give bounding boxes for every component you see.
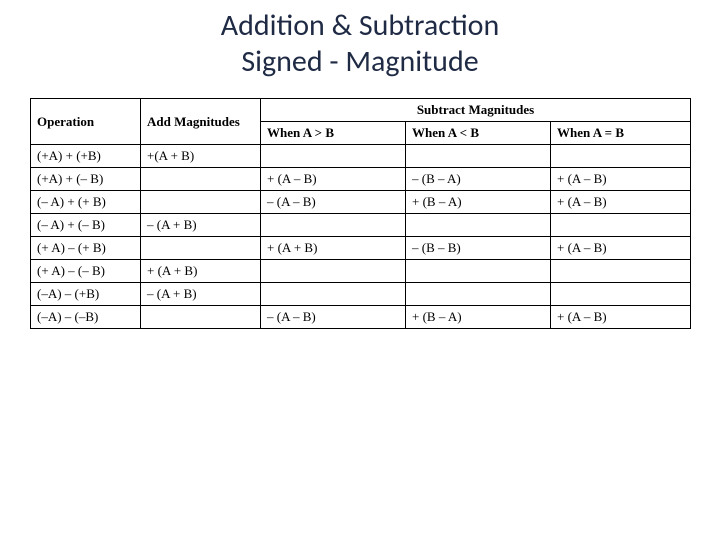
cell-op: (+ A) – (+ B) — [31, 237, 141, 260]
cell-eq: + (A – B) — [551, 168, 691, 191]
cell-eq: + (A – B) — [551, 306, 691, 329]
header-row-1: Operation Add Magnitudes Subtract Magnit… — [31, 99, 691, 122]
cell-eq: + (A – B) — [551, 191, 691, 214]
col-when-lt: When A < B — [406, 122, 551, 145]
table-body: (+A) + (+B) +(A + B) (+A) + (– B) + (A –… — [31, 145, 691, 329]
cell-eq — [551, 214, 691, 237]
cell-add — [141, 306, 261, 329]
cell-op: (–A) – (+B) — [31, 283, 141, 306]
cell-add: – (A + B) — [141, 283, 261, 306]
cell-lt — [406, 260, 551, 283]
cell-add: + (A + B) — [141, 260, 261, 283]
cell-gt: + (A + B) — [261, 237, 406, 260]
cell-eq — [551, 260, 691, 283]
signed-magnitude-table: Operation Add Magnitudes Subtract Magnit… — [30, 98, 691, 329]
table-row: (– A) + (– B) – (A + B) — [31, 214, 691, 237]
cell-add: – (A + B) — [141, 214, 261, 237]
cell-lt — [406, 214, 551, 237]
cell-op: (– A) + (+ B) — [31, 191, 141, 214]
col-when-gt: When A > B — [261, 122, 406, 145]
cell-gt: – (A – B) — [261, 191, 406, 214]
title-line-1: Addition & Subtraction — [0, 8, 720, 44]
cell-add: +(A + B) — [141, 145, 261, 168]
cell-add — [141, 191, 261, 214]
cell-eq — [551, 145, 691, 168]
table-row: (+ A) – (– B) + (A + B) — [31, 260, 691, 283]
table-row: (–A) – (–B) – (A – B) + (B – A) + (A – B… — [31, 306, 691, 329]
cell-op: (–A) – (–B) — [31, 306, 141, 329]
cell-lt: + (B – A) — [406, 306, 551, 329]
col-when-eq: When A = B — [551, 122, 691, 145]
cell-gt — [261, 214, 406, 237]
cell-lt: – (B – B) — [406, 237, 551, 260]
cell-lt: – (B – A) — [406, 168, 551, 191]
cell-op: (– A) + (– B) — [31, 214, 141, 237]
cell-gt — [261, 145, 406, 168]
table-row: (+ A) – (+ B) + (A + B) – (B – B) + (A –… — [31, 237, 691, 260]
table-row: (– A) + (+ B) – (A – B) + (B – A) + (A –… — [31, 191, 691, 214]
col-subtract-magnitudes: Subtract Magnitudes — [261, 99, 691, 122]
table-row: (+A) + (– B) + (A – B) – (B – A) + (A – … — [31, 168, 691, 191]
cell-op: (+ A) – (– B) — [31, 260, 141, 283]
cell-add — [141, 237, 261, 260]
cell-add — [141, 168, 261, 191]
cell-eq: + (A – B) — [551, 237, 691, 260]
cell-lt — [406, 145, 551, 168]
cell-gt — [261, 260, 406, 283]
title-line-2: Signed - Magnitude — [0, 44, 720, 80]
page-title-block: Addition & Subtraction Signed - Magnitud… — [0, 0, 720, 98]
cell-gt: – (A – B) — [261, 306, 406, 329]
cell-eq — [551, 283, 691, 306]
table-row: (+A) + (+B) +(A + B) — [31, 145, 691, 168]
cell-gt: + (A – B) — [261, 168, 406, 191]
cell-op: (+A) + (– B) — [31, 168, 141, 191]
cell-gt — [261, 283, 406, 306]
col-operation: Operation — [31, 99, 141, 145]
cell-lt: + (B – A) — [406, 191, 551, 214]
col-add-magnitudes: Add Magnitudes — [141, 99, 261, 145]
cell-lt — [406, 283, 551, 306]
table-row: (–A) – (+B) – (A + B) — [31, 283, 691, 306]
cell-op: (+A) + (+B) — [31, 145, 141, 168]
